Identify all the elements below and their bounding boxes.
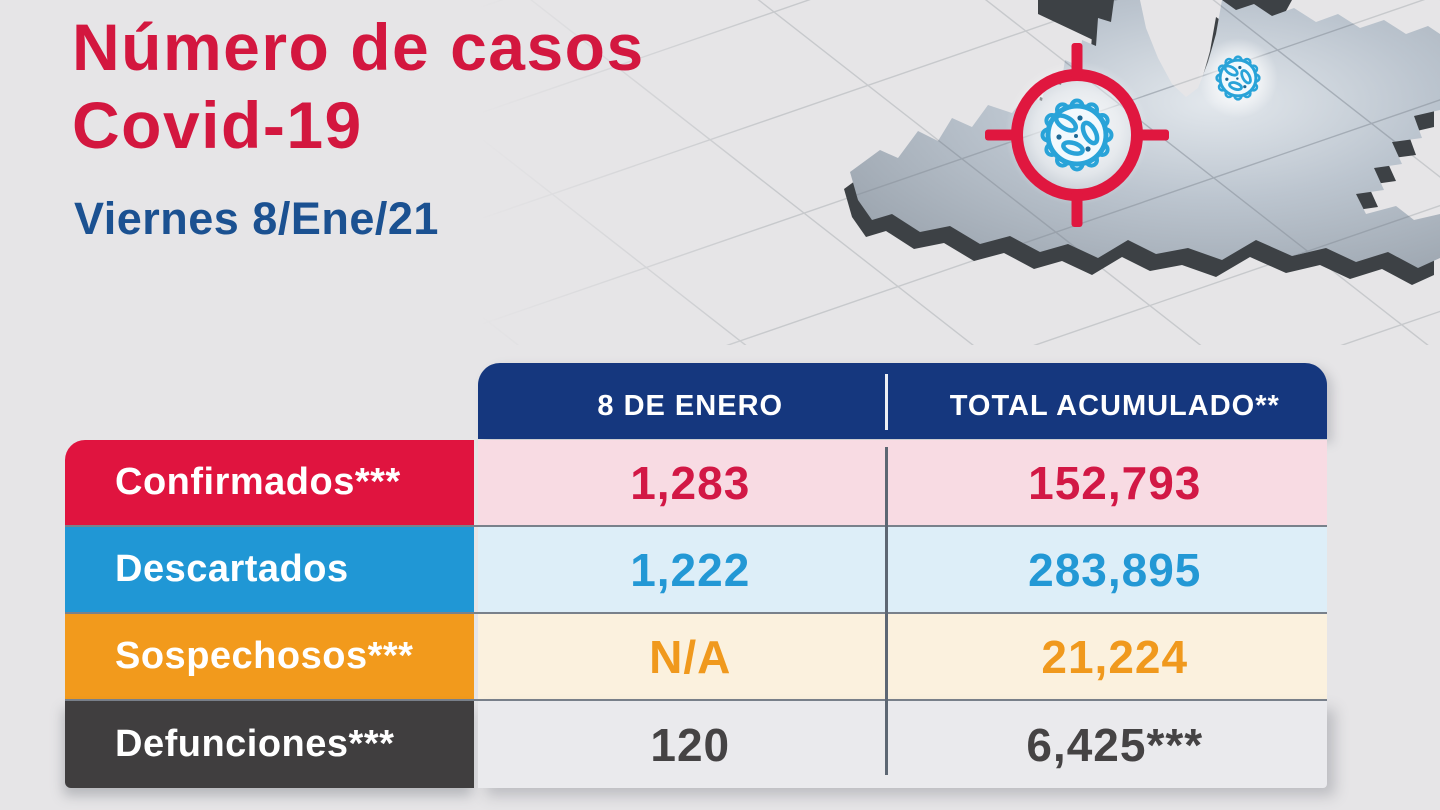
row-cells: 120 6,425*** [478, 701, 1327, 788]
row-label: Confirmados*** [65, 440, 474, 525]
cell-day-value: N/A [649, 630, 732, 683]
row-label: Sospechosos*** [65, 614, 474, 699]
table-row-confirmados: Confirmados*** 1,283 152,793 [65, 440, 1327, 527]
page-title: Número de casos Covid-19 [72, 8, 645, 164]
column-header-total: TOTAL ACUMULADO** [949, 389, 1280, 422]
row-label: Defunciones*** [65, 701, 474, 788]
title-line-2: Covid-19 [72, 88, 363, 162]
row-cells: 1,222 283,895 [478, 527, 1327, 612]
table-row-sospechosos: Sospechosos*** N/A 21,224 [65, 614, 1327, 701]
cell-total-value: 152,793 [1028, 456, 1202, 509]
cell-total-value: 6,425*** [1026, 718, 1204, 771]
row-cells: N/A 21,224 [478, 614, 1327, 699]
cell-day-value: 1,283 [630, 456, 751, 509]
cases-table: 8 DE ENERO TOTAL ACUMULADO** Confirmados… [65, 363, 1327, 788]
map-illustration [480, 0, 1440, 345]
row-cells: 1,283 152,793 [478, 440, 1327, 525]
cell-total-value: 21,224 [1041, 630, 1189, 683]
cell-day-value: 1,222 [630, 543, 751, 596]
row-label: Descartados [65, 527, 474, 612]
cell-total-value: 283,895 [1028, 543, 1202, 596]
title-line-1: Número de casos [72, 10, 645, 84]
table-column-divider [885, 447, 888, 775]
table-header: 8 DE ENERO TOTAL ACUMULADO** [478, 363, 1327, 439]
header-column-divider [885, 374, 888, 430]
column-header-day: 8 DE ENERO [597, 389, 784, 422]
target-crosshair-icon [985, 43, 1169, 227]
report-date: Viernes 8/Ene/21 [74, 193, 439, 244]
table-row-descartados: Descartados 1,222 283,895 [65, 527, 1327, 614]
table-row-defunciones: Defunciones*** 120 6,425*** [65, 701, 1327, 788]
cell-day-value: 120 [650, 718, 731, 771]
